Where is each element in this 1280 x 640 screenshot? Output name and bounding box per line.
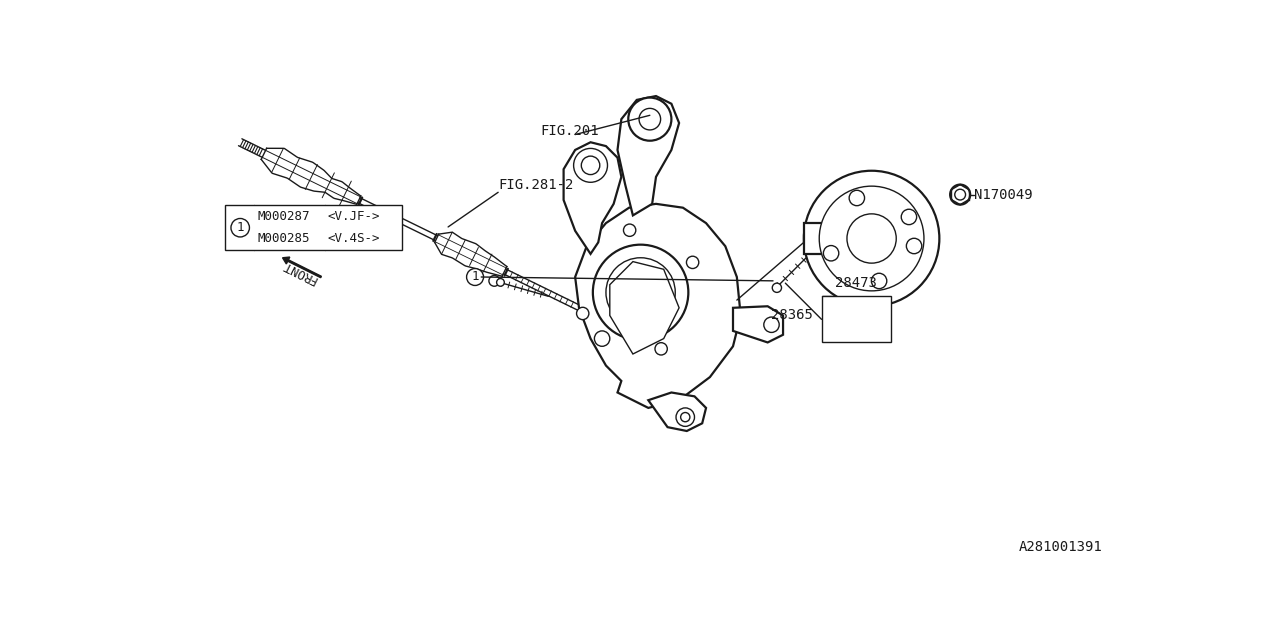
Polygon shape [804,223,829,254]
Circle shape [230,218,250,237]
Text: 1: 1 [471,271,479,284]
Circle shape [872,273,887,289]
Circle shape [489,275,499,286]
Bar [225,205,402,250]
Circle shape [497,278,504,286]
Text: M000285: M000285 [257,232,310,245]
Polygon shape [617,96,680,216]
Text: 28473: 28473 [836,276,877,290]
Circle shape [686,256,699,269]
Text: 1: 1 [237,221,244,234]
Circle shape [623,224,636,236]
Circle shape [655,342,667,355]
Circle shape [764,317,780,332]
Circle shape [676,408,695,426]
Circle shape [620,271,662,314]
Polygon shape [849,206,899,271]
Circle shape [819,186,924,291]
Circle shape [573,148,608,182]
Text: FRONT: FRONT [280,258,319,286]
Circle shape [681,413,690,422]
Circle shape [955,189,965,200]
Circle shape [605,258,676,327]
Text: <V.JF->: <V.JF-> [328,210,380,223]
Circle shape [581,156,600,175]
Circle shape [950,184,970,205]
Circle shape [804,171,940,307]
Circle shape [467,269,484,285]
Circle shape [576,307,589,319]
Polygon shape [261,148,361,204]
Text: FIG.281-2: FIG.281-2 [498,179,573,192]
Text: <V.4S->: <V.4S-> [328,232,380,245]
Circle shape [849,190,864,205]
Text: N170049: N170049 [974,188,1033,202]
FancyArrow shape [283,257,321,278]
Circle shape [901,209,916,225]
Text: FIG.201: FIG.201 [540,124,599,138]
Polygon shape [609,262,680,354]
Bar [822,296,891,342]
Circle shape [847,214,896,263]
Circle shape [823,246,838,261]
Polygon shape [648,392,707,431]
Circle shape [772,283,782,292]
Polygon shape [435,232,507,276]
Polygon shape [575,204,741,408]
Polygon shape [733,307,783,342]
Circle shape [593,244,689,340]
Circle shape [906,238,922,253]
Text: M000287: M000287 [257,210,310,223]
Text: 28365: 28365 [772,308,813,323]
Circle shape [628,97,672,141]
Polygon shape [563,142,621,254]
Circle shape [639,108,660,130]
Circle shape [594,331,609,346]
Text: A281001391: A281001391 [1019,540,1102,554]
